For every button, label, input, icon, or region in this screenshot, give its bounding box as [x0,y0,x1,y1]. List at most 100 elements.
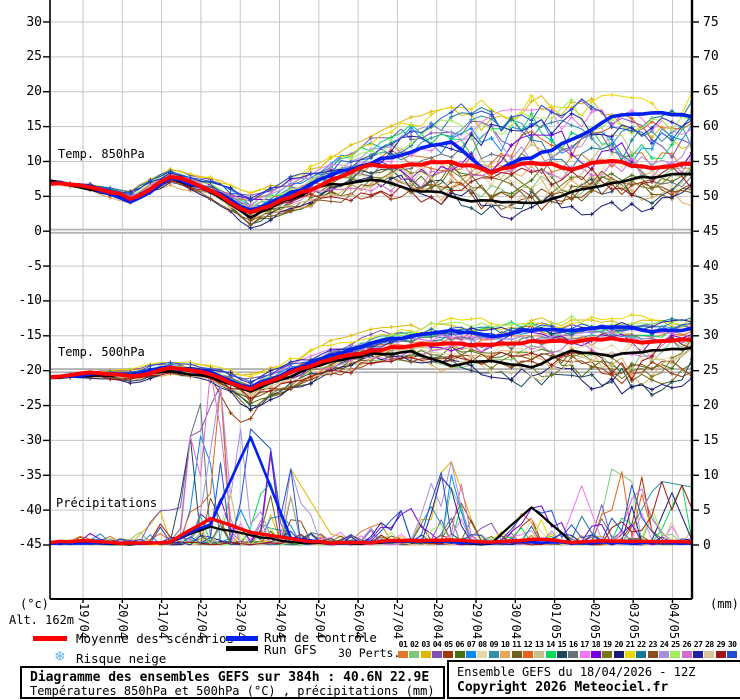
pert-number-27: 27 [693,640,703,649]
legend-perts-label: 30 Perts. [338,646,401,660]
member-26-precip [50,370,692,546]
pert-number-17: 17 [580,640,589,649]
date-label-27-04: 27/04 [391,603,406,640]
legend-gfs-label: Run GFS [264,642,317,657]
member-4-precip [50,385,692,546]
ensemble-curves [50,90,692,546]
run-info: Ensemble GEFS du 18/04/2026 - 12Z [457,665,696,679]
right-tick-25: 25 [703,363,719,379]
mean-t500 [50,336,692,392]
left-tick-30: 30 [26,14,42,30]
pert-number-07: 07 [466,640,476,649]
left-axis-unit: (°c) [20,597,49,611]
right-tick-30: 30 [703,328,719,344]
right-tick-65: 65 [703,84,719,100]
left-tick--5: -5 [26,258,42,274]
legend-control-label: Run de contrôle [264,630,377,645]
right-tick-10: 10 [703,467,719,483]
member-24-precip [50,385,692,546]
member-12-precip [50,385,692,546]
left-tick--30: -30 [18,432,42,448]
pert-swatch-08 [477,651,488,658]
pert-number-08: 08 [478,640,487,649]
pert-swatch-25 [670,651,681,658]
pert-swatch-04 [432,651,443,658]
left-tick--10: -10 [18,293,42,309]
diagram-title: Diagramme des ensembles GEFS sur 384h : … [30,670,430,685]
pert-number-30: 30 [727,640,737,649]
left-tick--45: -45 [18,537,42,553]
pert-swatch-19 [602,651,613,658]
pert-number-05: 05 [444,640,453,649]
left-tick--35: -35 [18,467,42,483]
right-tick-0: 0 [703,537,711,553]
control-t500 [50,325,692,389]
pert-number-28: 28 [705,640,714,649]
pert-number-29: 29 [716,640,726,649]
pert-swatch-16 [568,651,579,658]
mean-t850 [50,158,692,215]
pert-swatch-30 [727,651,738,658]
right-tick-40: 40 [703,258,719,274]
left-tick-20: 20 [26,84,42,100]
legend-mean-swatch [33,636,67,641]
pert-number-24: 24 [659,640,669,649]
legend-control-swatch [226,636,258,641]
pert-swatch-06 [454,651,465,658]
pert-swatch-01 [398,651,408,658]
pert-number-25: 25 [671,640,680,649]
date-label-01-05: 01/05 [548,603,563,640]
pert-number-19: 19 [602,640,612,649]
pert-number-16: 16 [568,640,578,649]
footer-run-box: Ensemble GEFS du 18/04/2026 - 12Z Copyri… [447,660,740,699]
pert-swatch-14 [545,651,556,658]
pert-swatch-02 [409,651,420,658]
left-tick--25: -25 [18,398,42,414]
legend-gfs-swatch [226,646,258,651]
pert-swatch-11 [511,651,522,658]
pert-number-06: 06 [455,640,465,649]
right-tick-75: 75 [703,14,719,30]
pert-number-02: 02 [410,640,419,649]
pert-swatch-13 [534,651,545,658]
pert-swatch-17 [579,651,590,658]
pert-swatch-12 [522,651,533,658]
copyright: Copyright 2026 Meteociel.fr [457,680,669,695]
pert-number-03: 03 [421,640,430,649]
pert-swatch-05 [443,651,454,658]
left-tick-15: 15 [26,119,42,135]
left-tick--15: -15 [18,328,42,344]
date-label-28-04: 28/04 [430,603,445,640]
pert-swatch-24 [659,651,670,658]
pert-number-01: 01 [398,640,408,649]
pert-number-20: 20 [614,640,623,649]
right-tick-55: 55 [703,153,719,169]
date-label-30-04: 30/04 [509,603,524,640]
right-tick-60: 60 [703,119,719,135]
pert-number-26: 26 [682,640,692,649]
right-axis-unit: (mm) [710,597,739,611]
legend-mean-label: Moyenne des scénarios [76,631,235,646]
pert-number-14: 14 [546,640,555,649]
pert-swatch-22 [636,651,647,658]
date-label-02-05: 02/05 [587,603,602,640]
pert-number-18: 18 [591,640,601,649]
pert-number-04: 04 [432,640,442,649]
pert-swatch-26 [681,651,692,658]
member-5-precip [50,476,692,546]
pert-swatch-23 [647,651,658,658]
legend-snow-label: Risque neige [76,651,167,666]
pert-swatch-09 [488,651,499,658]
pert-swatch-18 [590,651,601,658]
right-tick-20: 20 [703,398,719,414]
pert-number-21: 21 [625,640,635,649]
right-tick-50: 50 [703,188,719,204]
date-label-03-05: 03/05 [627,603,642,640]
pert-number-09: 09 [489,640,499,649]
pert-number-11: 11 [512,640,521,649]
right-tick-5: 5 [703,502,711,518]
pert-number-23: 23 [648,640,657,649]
member-27-precip [50,476,692,546]
